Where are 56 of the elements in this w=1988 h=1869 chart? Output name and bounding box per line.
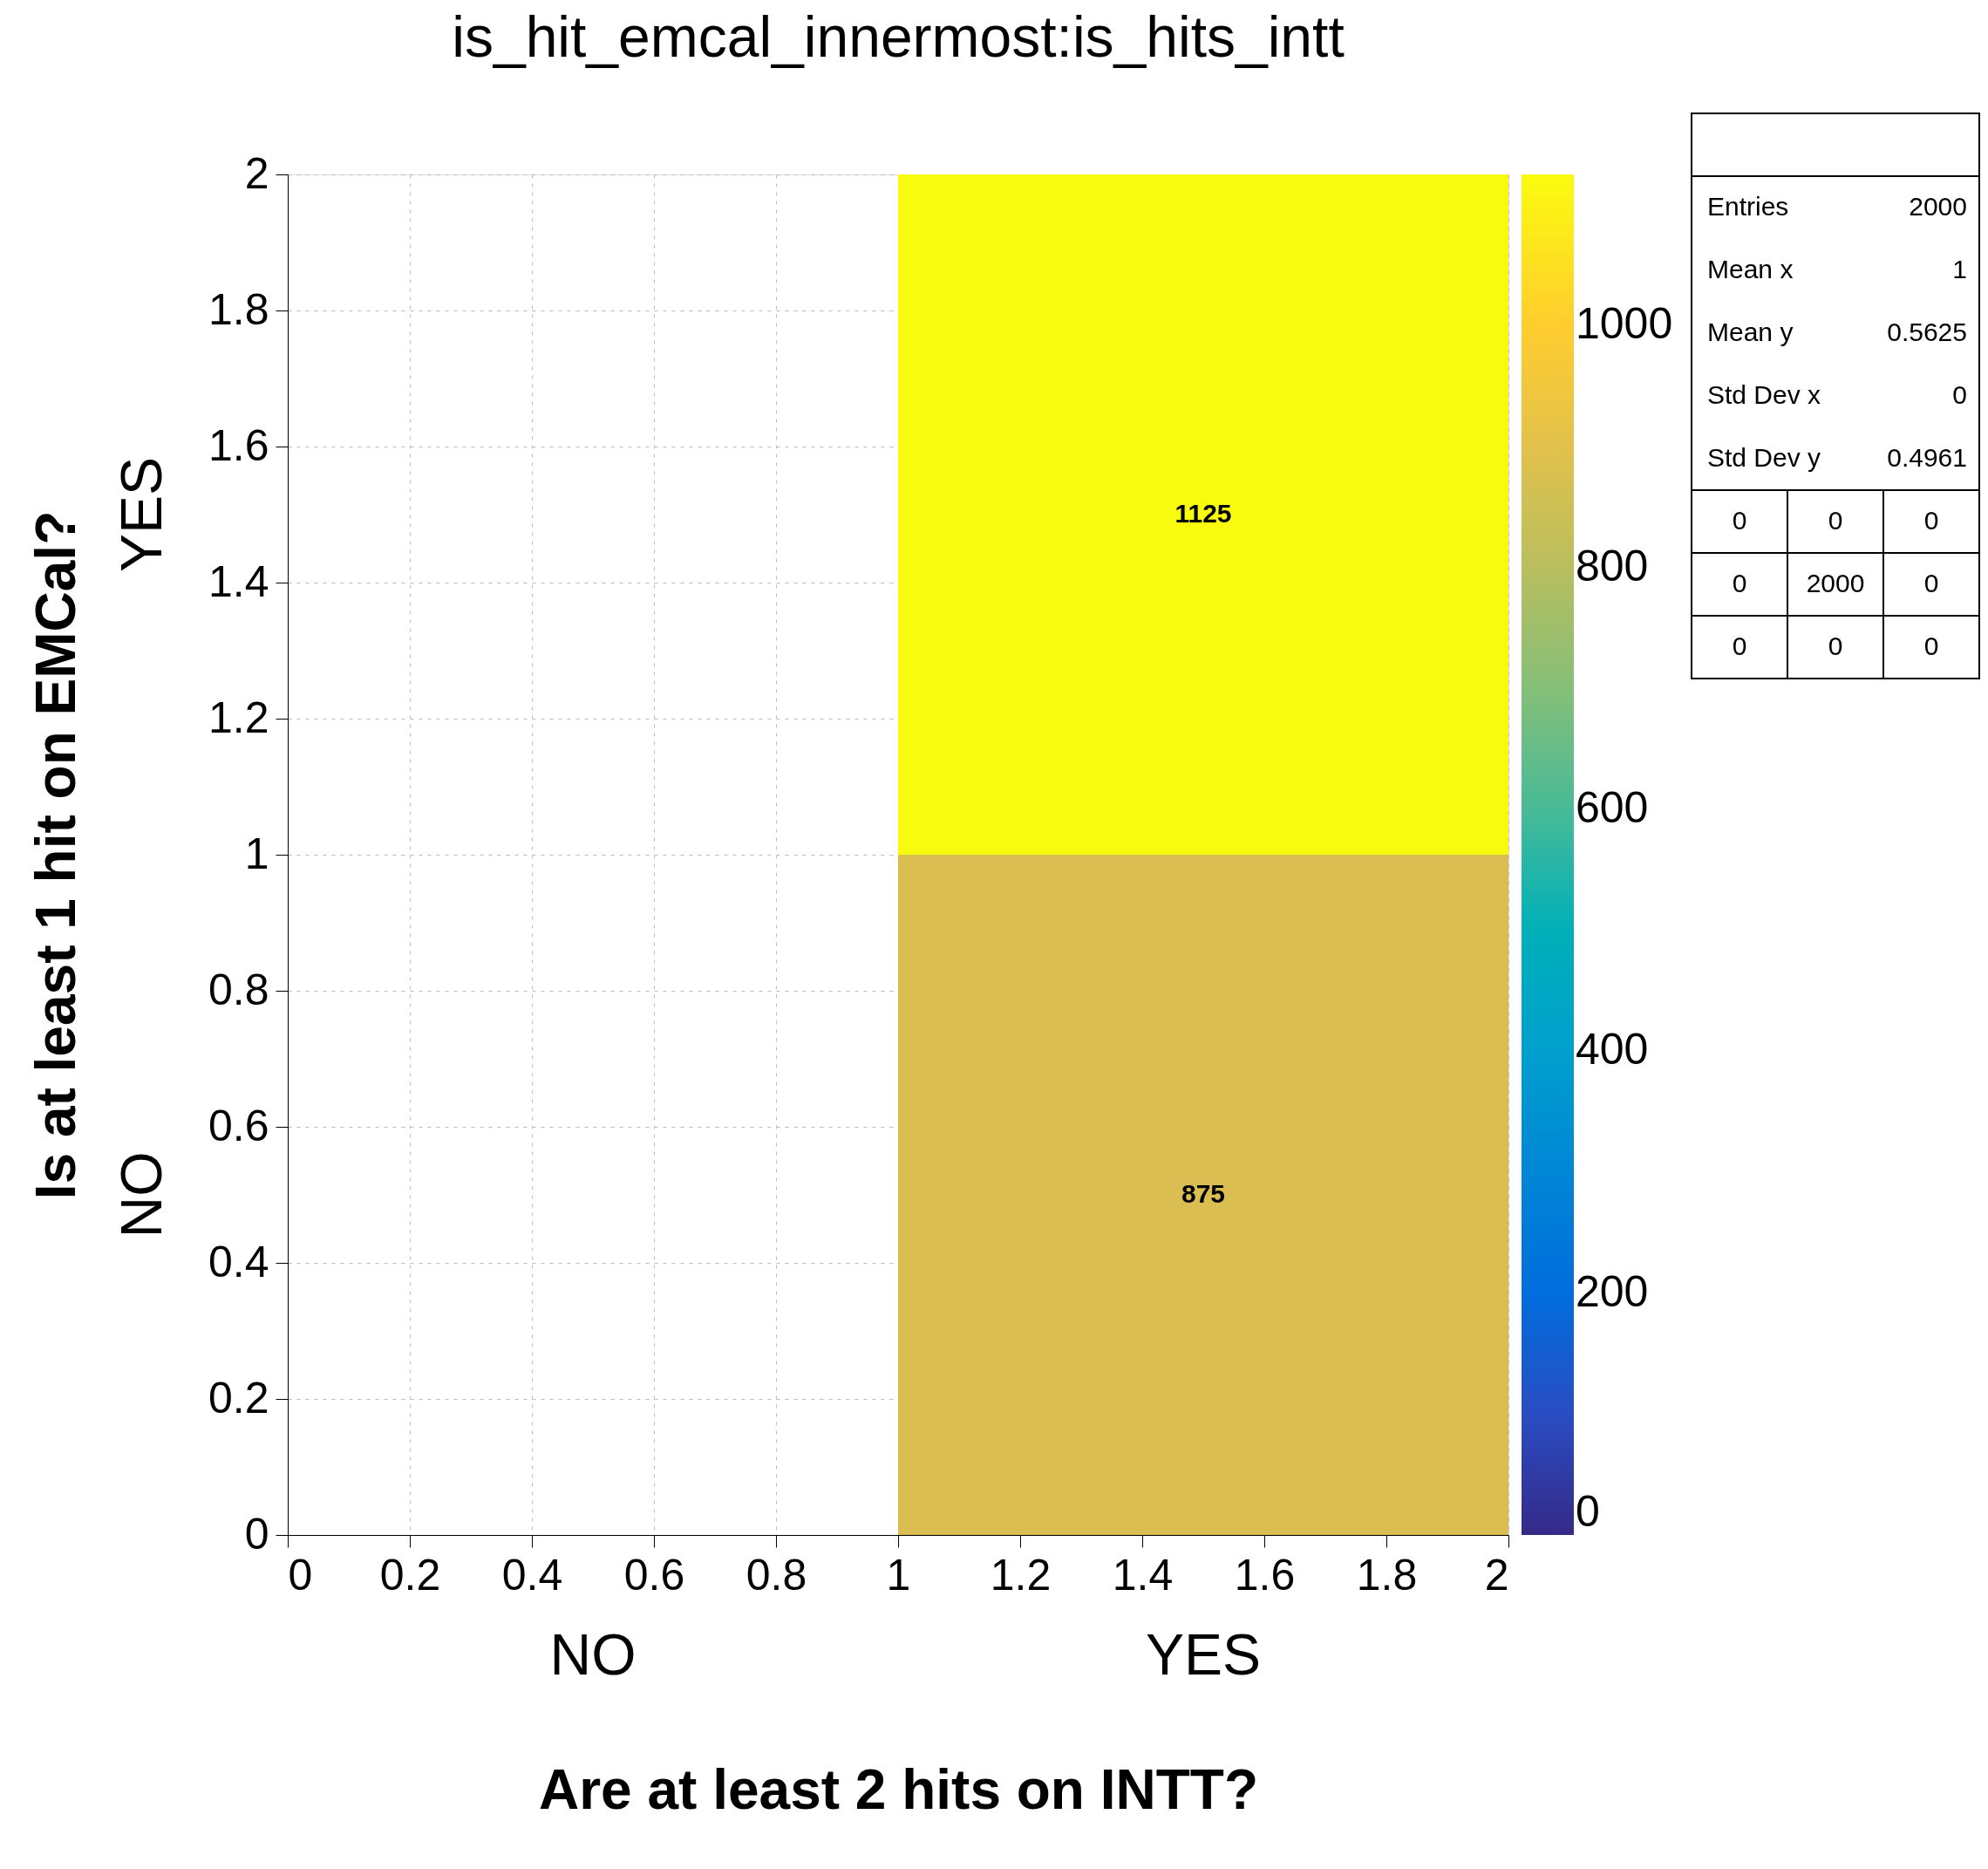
text: 0 — [1952, 380, 1967, 409]
x-tick-label: 1.2 — [990, 1550, 1052, 1600]
text: Std Dev y — [1707, 443, 1821, 472]
x-tick-label: 0.4 — [501, 1550, 563, 1600]
color-bar-label: 0 — [1576, 1487, 1600, 1536]
y-tick-label: 0.2 — [208, 1373, 269, 1422]
x-tick-label: 1.8 — [1356, 1550, 1418, 1600]
color-bar-label: 400 — [1576, 1025, 1649, 1074]
color-bar-label: 800 — [1576, 541, 1649, 590]
text: 0 — [1732, 506, 1747, 535]
y-tick-label: 1.2 — [208, 692, 269, 742]
text: 0 — [1732, 569, 1747, 597]
y-tick-label: 1.6 — [208, 420, 269, 470]
text: Mean y — [1707, 317, 1794, 346]
x-axis-title: Are at least 2 hits on INTT? — [538, 1757, 1259, 1821]
y-tick-label: 1.4 — [208, 556, 269, 606]
y-tick-label: 0.4 — [208, 1237, 269, 1286]
text: 0.4961 — [1887, 443, 1967, 472]
text: 0.5625 — [1887, 317, 1967, 346]
chart-title: is_hit_emcal_innermost:is_hits_intt — [452, 4, 1345, 69]
x-tick-label: 1.4 — [1112, 1550, 1174, 1600]
color-bar-label: 1000 — [1576, 299, 1673, 349]
x-tick-label: 0 — [288, 1550, 313, 1600]
text: YES — [1145, 1622, 1262, 1687]
x-tick-label: 0.6 — [623, 1550, 685, 1600]
text: 2000 — [1909, 192, 1967, 221]
text: 0 — [1828, 631, 1843, 660]
y-tick-label: 0.8 — [208, 965, 269, 1014]
text: Std Dev x — [1707, 380, 1821, 409]
text: 0 — [1828, 506, 1843, 535]
text: 0 — [1732, 631, 1747, 660]
y-tick-label: 0.6 — [208, 1101, 269, 1150]
text: 0 — [1923, 569, 1939, 597]
text: Entries — [1707, 192, 1789, 221]
y-tick-label: 2 — [244, 148, 269, 198]
data-label: 875 — [1181, 1179, 1226, 1208]
y-tick-label: 1 — [244, 829, 269, 878]
y-tick-label: 0 — [244, 1509, 269, 1559]
y-axis-title: Is at least 1 hit on EMCal? — [24, 510, 87, 1200]
x-tick-label: 0.8 — [746, 1550, 807, 1600]
x-tick-label: 2 — [1484, 1550, 1509, 1600]
x-tick-label: 1.6 — [1234, 1550, 1296, 1600]
text: 0 — [1923, 631, 1939, 660]
text: 2000 — [1806, 569, 1865, 597]
text: 1 — [1952, 255, 1967, 283]
x-tick-label: 1 — [886, 1550, 911, 1600]
text: YES — [109, 456, 174, 573]
y-tick-label: 1.8 — [208, 284, 269, 334]
color-bar-label: 600 — [1576, 783, 1649, 832]
text: 0 — [1923, 506, 1939, 535]
text: Mean x — [1707, 255, 1794, 283]
text: NO — [549, 1622, 637, 1687]
color-bar-label: 200 — [1576, 1266, 1649, 1316]
x-tick-label: 0.2 — [379, 1550, 441, 1600]
text: NO — [109, 1151, 174, 1238]
data-label: 1125 — [1174, 499, 1232, 528]
